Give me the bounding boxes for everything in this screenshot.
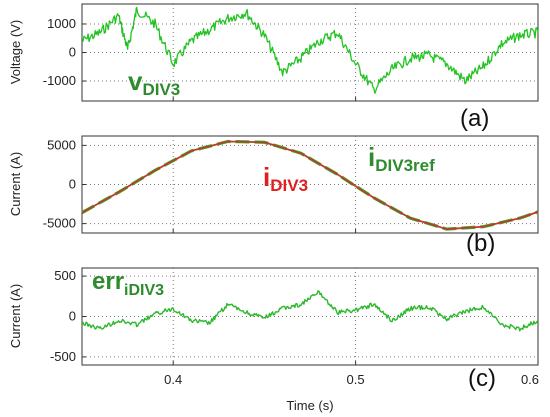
y-tick-label: -5000 [43,216,76,231]
x-tick-label: 0.4 [164,372,182,387]
panel-a-grid [82,4,538,101]
y-tick-label: 500 [54,268,76,283]
panel-a-signal-main: v [128,66,143,96]
panel-a: 1000 0 -1000 Voltage (V) vDIV3 (a) [8,3,539,132]
panel-b-idiv3ref-label: iDIV3ref [368,142,435,175]
panel-c-ticks: 500 0 -500 [50,268,357,365]
panel-b-grid [82,136,538,233]
panel-b-idiv3-label: iDIV3 [263,162,308,195]
panel-c-error-line [81,290,539,332]
panel-c: 500 0 -500 Current (A) erriDIV3 (c) 0.4 0.5… [8,267,539,413]
panel-a-ticks: 1000 0 -1000 [43,16,357,101]
panel-b-ylabel: Current (A) [8,152,23,216]
panel-a-voltage-line [81,6,539,94]
x-axis-label: Time (s) [286,398,333,413]
y-tick-label: 1000 [47,16,76,31]
panel-b-idiv3ref-sub: DIV3ref [375,156,435,175]
panel-b-reference-current-line [81,139,539,231]
y-tick-label: 5000 [47,137,76,152]
y-tick-label: 0 [69,177,76,192]
x-tick-label: 0.6 [521,372,539,387]
panel-a-ylabel: Voltage (V) [8,20,23,84]
panel-a-label: (a) [460,105,489,132]
y-tick-label: 0 [69,45,76,60]
panel-c-signal-label: erriDIV3 [92,268,164,299]
panel-b-measured-current-line [81,140,539,231]
y-tick-label: -1000 [43,73,76,88]
panel-c-signal-sub: iDIV3 [124,282,164,299]
x-axis-ticks: 0.4 0.5 0.6 [164,372,539,387]
panel-c-ylabel: Current (A) [8,284,23,348]
panel-b-ticks: 5000 0 -5000 [43,137,357,233]
panel-b-idiv3-sub: DIV3 [270,176,308,195]
panel-a-signal-sub: DIV3 [142,80,180,99]
panel-b-label: (b) [466,230,495,257]
panel-b-idiv3-main: i [263,162,270,192]
y-tick-label: -500 [50,349,76,364]
panel-b-idiv3ref-main: i [368,142,375,172]
x-tick-label: 0.5 [347,372,365,387]
panel-c-signal-main: err [92,268,124,295]
panel-c-grid [82,268,538,365]
panel-a-signal-label: vDIV3 [128,66,180,99]
panel-c-label: (c) [468,365,496,392]
y-tick-label: 0 [69,309,76,324]
